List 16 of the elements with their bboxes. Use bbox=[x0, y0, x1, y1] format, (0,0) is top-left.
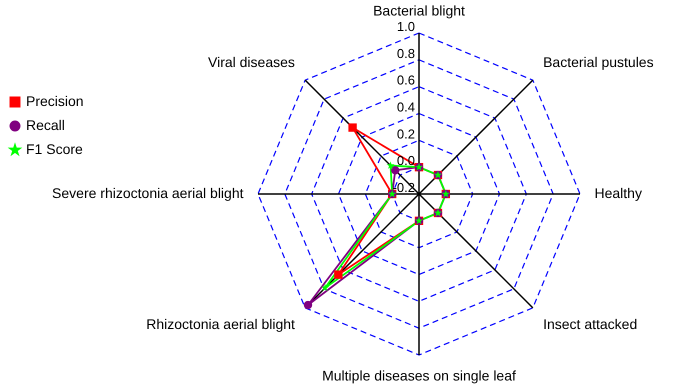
spoke-label: Bacterial blight bbox=[373, 2, 466, 19]
y-tick-label: 0.4 bbox=[396, 100, 415, 114]
y-tick-label: 0.6 bbox=[396, 72, 415, 88]
spoke-label: Severe rhizoctonia aerial blight bbox=[52, 185, 244, 201]
spoke-label: Bacterial pustules bbox=[543, 54, 654, 70]
y-tick-label: 1.0 bbox=[396, 19, 415, 34]
spoke-label: Viral diseases bbox=[208, 54, 295, 70]
spoke-label: Multiple diseases on single leaf bbox=[322, 367, 516, 384]
legend-label: Recall bbox=[26, 117, 65, 133]
y-tick-label: 0.2 bbox=[396, 126, 415, 142]
spoke-label: Rhizoctonia aerial blight bbox=[146, 316, 296, 332]
spoke-label: Insect attacked bbox=[543, 316, 638, 332]
y-tick-label: 0.8 bbox=[396, 46, 415, 61]
legend-label: F1 Score bbox=[26, 141, 84, 157]
legend-label: Precision bbox=[26, 93, 84, 109]
spoke-label: Healthy bbox=[594, 185, 642, 201]
